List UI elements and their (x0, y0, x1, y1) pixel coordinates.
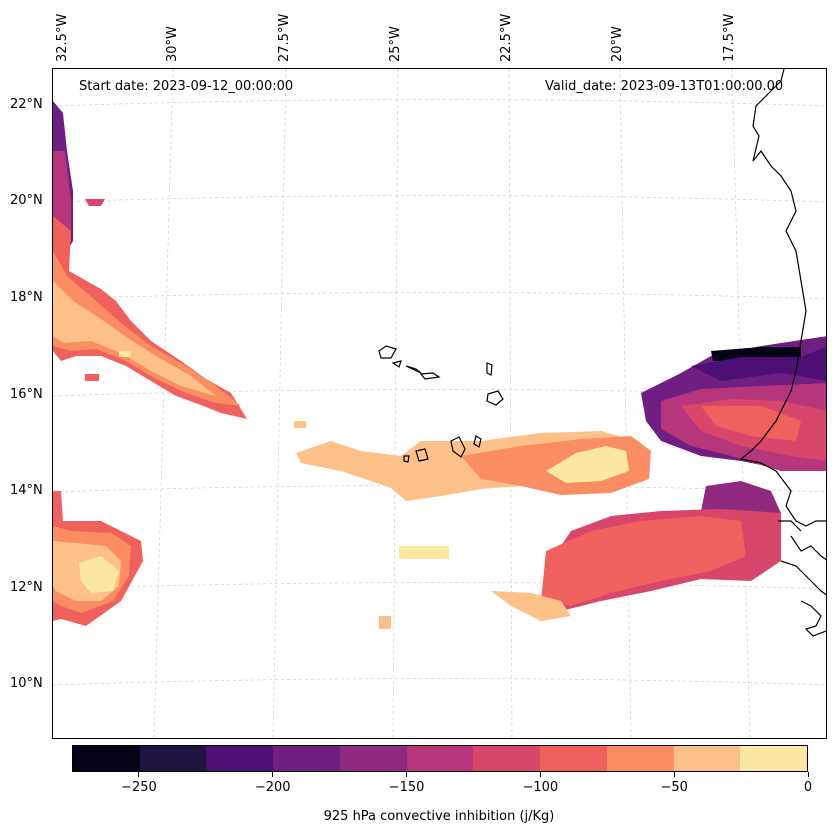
meridian-20w (619, 69, 632, 738)
cin-contours (53, 101, 826, 629)
colorbar-tick-label: 0 (803, 780, 813, 795)
contour-small-peach (379, 616, 391, 629)
colorbar-tick (138, 772, 140, 777)
lon-label-27-5w: 27.5°W (277, 13, 292, 62)
parallel-20n (53, 195, 826, 203)
island-sao-nicolau (405, 365, 422, 374)
parallel-18n (53, 292, 826, 300)
contour-east-coral (701, 406, 801, 441)
colorbar-tick-label: −250 (121, 780, 157, 795)
island-brava (403, 455, 410, 463)
colorbar-segment (73, 746, 140, 771)
lat-label-20n: 20°N (10, 193, 43, 208)
contour-sw-light (79, 556, 119, 593)
africa-coast (739, 69, 826, 637)
colorbar-segment (473, 746, 541, 771)
contour-small-light (399, 546, 449, 559)
colorbar-segment (406, 746, 474, 771)
meridian-25w (392, 69, 399, 738)
colorbar-tick-label: −150 (388, 780, 425, 795)
gridlines (53, 69, 826, 738)
island-santiago (450, 436, 466, 458)
lon-label-32-5w: 32.5°W (55, 13, 70, 62)
island-sao-vicente (391, 360, 402, 368)
map-canvas (53, 69, 826, 738)
lon-label-20w: 20°W (610, 26, 625, 62)
lat-label-18n: 18°N (10, 290, 43, 305)
colorbar-tick-label: −200 (254, 780, 291, 795)
contour-east-indigo (691, 346, 826, 381)
parallel-12n (53, 582, 826, 590)
lon-label-25w: 25°W (388, 26, 403, 62)
colorbar-segment (540, 746, 607, 771)
parallel-14n (53, 485, 826, 493)
colorbar-segment (673, 746, 741, 771)
colorbar-tick (406, 772, 408, 777)
colorbar-segment (606, 746, 674, 771)
colorbar-tick (807, 772, 809, 777)
meridian-22-5w (508, 69, 513, 738)
colorbar-tick-label: −50 (660, 780, 688, 795)
colorbar-segment (139, 746, 207, 771)
colorbar-segment (740, 746, 808, 771)
island-maio (473, 435, 482, 448)
map-panel[interactable]: Start date: 2023-09-12_00:00:00 Valid_da… (52, 68, 827, 739)
coastlines (378, 69, 826, 637)
start-date-label: Start date: 2023-09-12_00:00:00 (79, 79, 294, 94)
lat-label-12n: 12°N (10, 580, 43, 595)
island-boa-vista (486, 390, 504, 406)
contour-nw-blob (85, 374, 99, 381)
contour-nw-light (119, 351, 131, 357)
lon-label-30w: 30°W (165, 26, 180, 62)
contour-nw-pink (85, 199, 105, 206)
lat-label-22n: 22°N (10, 97, 43, 112)
island-sal (486, 362, 493, 376)
valid-date-label: Valid_date: 2023-09-13T01:00:00.00 (545, 79, 784, 94)
lat-label-16n: 16°N (10, 387, 43, 402)
lon-label-22-5w: 22.5°W (499, 13, 514, 62)
colorbar-tick (673, 772, 675, 777)
contour-central-light (546, 446, 629, 483)
contour-south-coral (541, 516, 746, 606)
contour-south-peach (491, 591, 571, 621)
island-santo-antao (378, 345, 397, 359)
lat-label-14n: 14°N (10, 483, 43, 498)
colorbar-tick (539, 772, 541, 777)
colorbar-segment (206, 746, 274, 771)
parallel-10n (53, 678, 826, 686)
colorbar-segment (339, 746, 407, 771)
island-fogo (415, 448, 429, 462)
colorbar-tick (272, 772, 274, 777)
meridian-17-5w (731, 69, 751, 738)
meridian-27-5w (272, 69, 287, 738)
colorbar-tick-label: −100 (522, 780, 559, 795)
colorbar-title: 925 hPa convective inhibition (j/Kg) (323, 809, 555, 824)
parallel-22n (53, 99, 826, 107)
parallel-16n (53, 389, 826, 397)
meridian-30w (153, 69, 174, 738)
lat-label-10n: 10°N (10, 676, 43, 691)
colorbar (72, 745, 808, 772)
island-santa-luzia (419, 372, 441, 380)
colorbar-segment (273, 746, 340, 771)
contour-nw-band-peach (53, 281, 216, 396)
lon-label-17-5w: 17.5°W (722, 13, 737, 62)
